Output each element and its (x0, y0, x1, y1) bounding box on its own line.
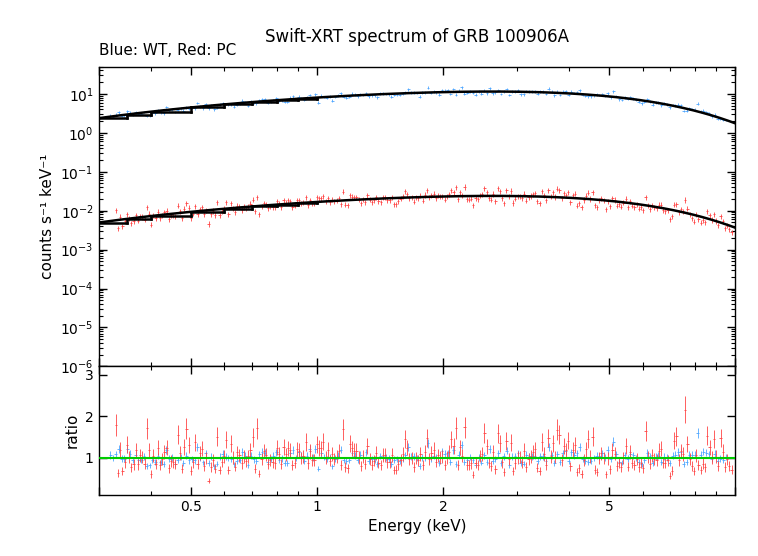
Y-axis label: counts s⁻¹ keV⁻¹: counts s⁻¹ keV⁻¹ (39, 154, 55, 279)
X-axis label: Energy (keV): Energy (keV) (368, 519, 466, 534)
Y-axis label: ratio: ratio (64, 413, 80, 448)
Text: Blue: WT, Red: PC: Blue: WT, Red: PC (99, 43, 236, 58)
Title: Swift-XRT spectrum of GRB 100906A: Swift-XRT spectrum of GRB 100906A (265, 28, 569, 46)
